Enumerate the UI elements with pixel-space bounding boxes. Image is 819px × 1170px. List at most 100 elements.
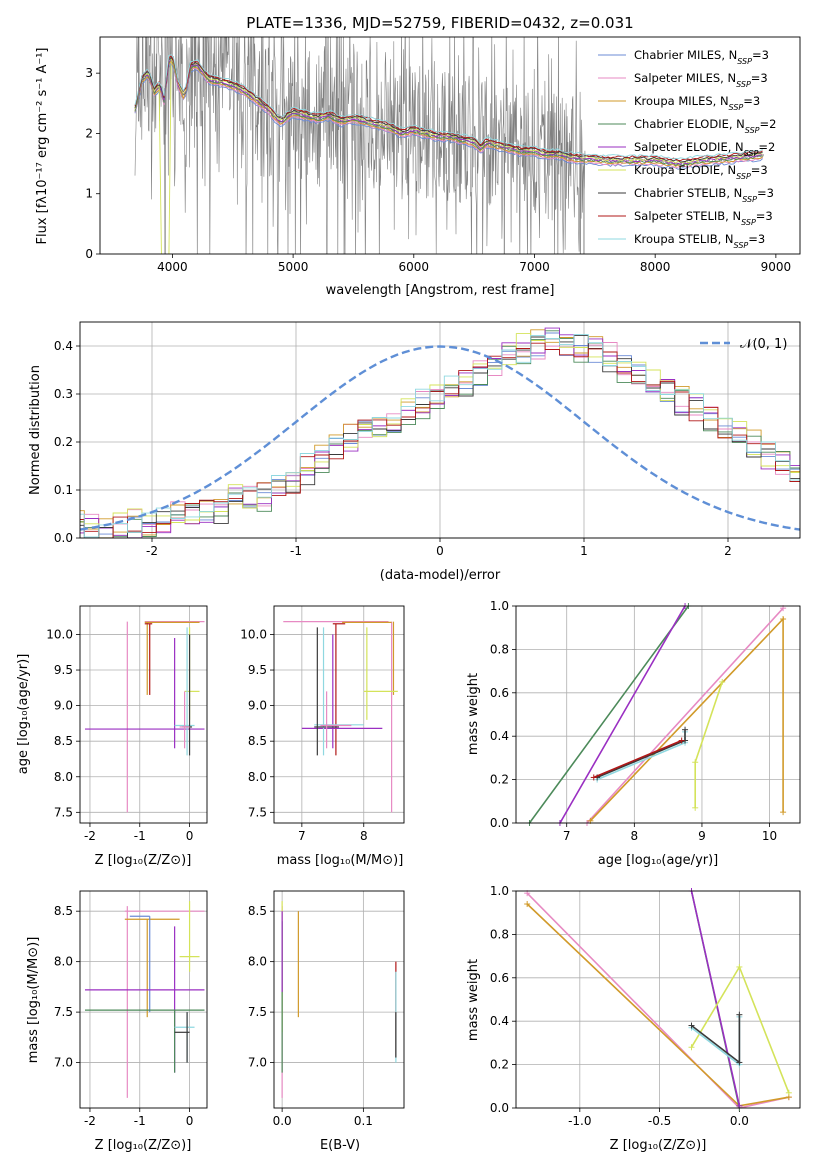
y-tick-label: 0.6 <box>490 971 509 985</box>
model-line-1 <box>134 61 763 169</box>
legend-entry: Salpeter STELIB, NSSP=3 <box>634 209 773 227</box>
weight-age-frame <box>515 605 801 824</box>
y-tick-label: 8.5 <box>54 904 73 918</box>
histogram-series-6 <box>80 335 800 538</box>
spectrum-axes <box>96 72 777 258</box>
model-line-5 <box>134 57 763 254</box>
histogram-series-8 <box>80 334 800 538</box>
y-tick-label: 0.2 <box>54 435 73 449</box>
age-mass-frame <box>273 605 405 824</box>
y-tick-label: 7.0 <box>54 1056 73 1070</box>
x-tick-label: -1 <box>290 544 302 558</box>
legend-entry: Salpeter ELODIE, NSSP=2 <box>634 140 775 158</box>
weight-z-line <box>691 1014 741 1065</box>
y-tick-label: 9.5 <box>248 663 267 677</box>
weight-age-ylabel: mass weight <box>466 673 481 755</box>
legend-entry: Kroupa STELIB, NSSP=3 <box>634 232 765 250</box>
weight-z-ylabel: mass weight <box>466 959 481 1041</box>
legend-entry: Chabrier ELODIE, NSSP=2 <box>634 117 776 135</box>
x-tick-label: -1 <box>134 829 146 843</box>
x-tick-label: 0 <box>186 1114 194 1128</box>
legend-entry: Chabrier MILES, NSSP=3 <box>634 48 769 66</box>
x-tick-label: 0 <box>436 544 444 558</box>
x-tick-label: 4000 <box>157 260 188 274</box>
spectrum-ylabel: Flux [fλ10⁻¹⁷ erg cm⁻² s⁻¹ A⁻¹] <box>35 48 50 245</box>
y-tick-label: 9.0 <box>54 699 73 713</box>
age-z-frame <box>79 605 208 824</box>
weight-age-line <box>586 607 784 823</box>
spectrum-frame <box>99 36 801 255</box>
x-tick-label: 9000 <box>761 260 792 274</box>
age-z-ylabel: age [log₁₀(age/yr)] <box>16 654 31 775</box>
legend-entry: Kroupa MILES, NSSP=3 <box>634 94 760 112</box>
y-tick-label: 1 <box>85 187 93 201</box>
y-tick-label: 10.0 <box>46 627 73 641</box>
weight-z-line <box>526 892 789 1108</box>
weight-age-line <box>593 739 683 779</box>
y-tick-label: 0.6 <box>490 686 509 700</box>
weight-z-xlabel: Z [log₁₀(Z/Z⊙)] <box>610 1138 707 1153</box>
y-tick-label: 8.0 <box>54 770 73 784</box>
weight-age-xlabel: age [log₁₀(age/yr)] <box>598 853 719 868</box>
histogram-series-1 <box>80 342 800 538</box>
y-tick-label: 0.4 <box>490 1014 509 1028</box>
y-tick-label: 0.8 <box>490 642 509 656</box>
y-tick-label: 7.0 <box>248 1056 267 1070</box>
y-tick-label: 1.0 <box>490 599 509 613</box>
y-tick-label: 0.0 <box>54 531 73 545</box>
histogram-series-2 <box>80 329 800 538</box>
y-tick-label: 0.0 <box>490 816 509 830</box>
x-tick-label: 7000 <box>519 260 550 274</box>
weight-z-axes <box>512 890 800 1112</box>
age-z-xlabel: Z [log₁₀(Z/Z⊙)] <box>95 853 192 868</box>
mass-z-axes <box>76 891 207 1112</box>
mass-z-xlabel: Z [log₁₀(Z/Z⊙)] <box>95 1138 192 1153</box>
histogram-ylabel: Normed distribution <box>28 365 43 495</box>
age-mass-axes <box>270 606 404 827</box>
figure-title: PLATE=1336, MJD=52759, FIBERID=0432, z=0… <box>246 14 633 32</box>
mass-ebv-xlabel: E(B-V) <box>320 1138 360 1153</box>
y-tick-label: 10.0 <box>240 627 267 641</box>
x-tick-label: 1 <box>580 544 588 558</box>
x-tick-label: -2 <box>84 829 96 843</box>
x-tick-label: -0.5 <box>648 1114 671 1128</box>
x-tick-label: -2 <box>146 544 158 558</box>
x-tick-label: -1.0 <box>568 1114 591 1128</box>
y-tick-label: 0.4 <box>54 339 73 353</box>
x-tick-label: 5000 <box>278 260 309 274</box>
weight-z-line <box>690 891 741 1106</box>
y-tick-label: 0.0 <box>490 1101 509 1115</box>
y-tick-label: 1.0 <box>490 884 509 898</box>
x-tick-label: 0 <box>186 829 194 843</box>
histogram-xlabel: (data-model)/error <box>380 568 501 583</box>
mass-z-ylabel: mass [log₁₀(M/M⊙)] <box>26 937 41 1064</box>
x-tick-label: 8 <box>631 829 639 843</box>
legend-entry: Salpeter MILES, NSSP=3 <box>634 71 768 89</box>
histogram-series-4 <box>80 327 800 538</box>
y-tick-label: 8.0 <box>248 770 267 784</box>
weight-z-frame <box>515 890 801 1109</box>
x-tick-label: 0.0 <box>273 1114 292 1128</box>
x-tick-label: 8000 <box>640 260 671 274</box>
age-mass-xlabel: mass [log₁₀(M/M⊙)] <box>277 853 404 868</box>
y-tick-label: 8.5 <box>248 904 267 918</box>
y-tick-label: 7.5 <box>54 1005 73 1019</box>
legend-gauss-label: 𝒩(0, 1) <box>740 337 787 352</box>
y-tick-label: 8.0 <box>54 955 73 969</box>
mass-z-frame <box>79 890 208 1109</box>
y-tick-label: 8.0 <box>248 955 267 969</box>
y-tick-label: 7.5 <box>248 1005 267 1019</box>
gaussian-reference-line <box>80 345 800 531</box>
histogram-frame <box>79 321 801 539</box>
x-tick-label: 7 <box>298 829 306 843</box>
y-tick-label: 0.4 <box>490 729 509 743</box>
model-line-8 <box>134 54 763 160</box>
histogram-series-3 <box>80 330 800 538</box>
spectrum-data-line <box>134 37 765 254</box>
legend-entry: Kroupa ELODIE, NSSP=3 <box>634 163 768 181</box>
y-tick-label: 0.2 <box>490 773 509 787</box>
y-tick-label: 0.2 <box>490 1058 509 1072</box>
x-tick-label: -2 <box>84 1114 96 1128</box>
x-tick-label: 7 <box>563 829 571 843</box>
